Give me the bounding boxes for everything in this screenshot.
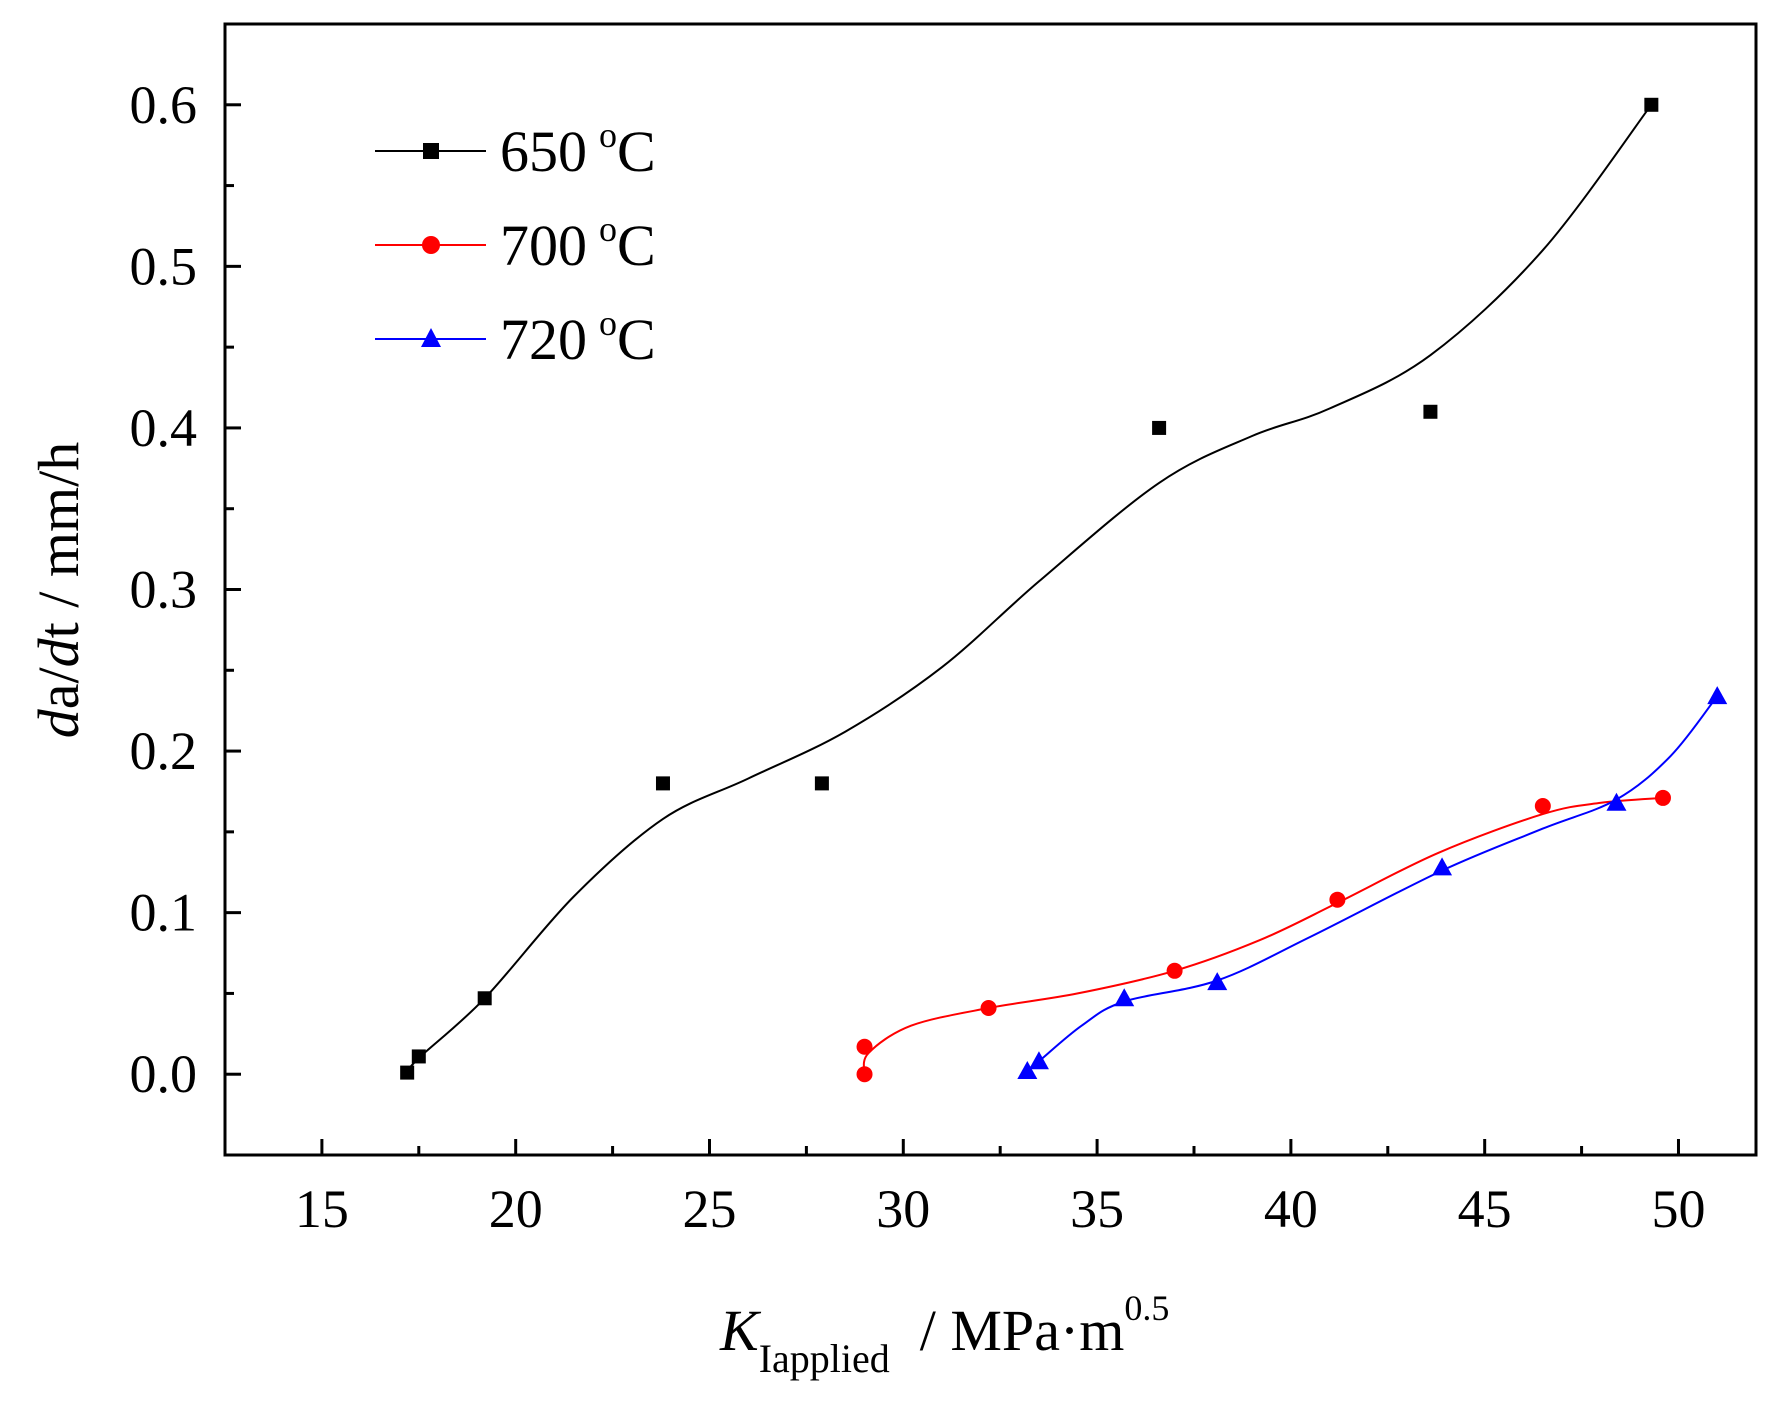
- x-tick-label: 15: [295, 1179, 349, 1239]
- y-tick-label: 0.4: [130, 398, 198, 458]
- data-point-circle: [856, 1038, 873, 1055]
- data-point-triangle: [1207, 972, 1228, 991]
- y-tick-label: 0.5: [130, 236, 198, 296]
- data-point-circle: [856, 1066, 873, 1083]
- x-axis-title: KIapplied / MPa·m0.5: [719, 1288, 1169, 1381]
- data-point-square: [814, 776, 829, 791]
- data-point-circle: [1166, 962, 1183, 979]
- series-line-720: [1026, 695, 1718, 1072]
- plot-frame: [223, 22, 1758, 1157]
- data-point-triangle: [1028, 1051, 1049, 1070]
- data-point-triangle: [1017, 1060, 1038, 1079]
- legend-item-650: 650 oC: [375, 115, 656, 184]
- data-point-circle: [1654, 789, 1671, 806]
- data-point-square: [1644, 97, 1659, 112]
- y-tick-label: 0.3: [130, 560, 198, 620]
- legend-marker-triangle: [421, 328, 441, 347]
- legend-item-720: 720 oC: [375, 303, 656, 372]
- y-tick-label: 0.0: [130, 1044, 198, 1104]
- series-line-700: [862, 796, 1664, 1075]
- y-tick-label: 0.6: [130, 75, 198, 135]
- y-tick-label: 0.2: [130, 721, 198, 781]
- data-point-triangle: [1114, 988, 1135, 1007]
- data-point-circle: [1329, 891, 1346, 908]
- series-700: [856, 789, 1671, 1083]
- data-point-square: [655, 776, 670, 791]
- x-tick-label: 25: [682, 1179, 736, 1239]
- x-tick-label: 50: [1651, 1179, 1705, 1239]
- legend-marker-circle: [422, 236, 440, 254]
- data-point-circle: [1534, 798, 1551, 815]
- y-tick-labels: 0.0 0.1 0.2 0.3 0.4 0.5 0.6: [130, 75, 198, 1104]
- legend-label-720: 720 oC: [500, 303, 656, 372]
- axis-ticks: [223, 22, 1680, 1157]
- legend-marker-square: [423, 143, 439, 159]
- y-axis-title: da/dt / mm/h: [26, 442, 91, 738]
- x-tick-labels: 15 20 25 30 35 40 45 50: [295, 1179, 1706, 1239]
- data-point-square: [477, 991, 492, 1006]
- x-tick-label: 35: [1070, 1179, 1124, 1239]
- series-line-650: [406, 104, 1653, 1074]
- data-point-triangle: [1606, 792, 1627, 811]
- series-720: [1017, 686, 1728, 1079]
- data-point-circle: [980, 999, 997, 1016]
- data-point-square: [400, 1065, 415, 1080]
- x-tick-label: 30: [876, 1179, 930, 1239]
- data-point-square: [411, 1049, 426, 1064]
- series-650: [400, 97, 1659, 1080]
- legend-item-700: 700 oC: [375, 209, 656, 278]
- legend: 650 oC 700 oC 720 oC: [375, 115, 656, 372]
- x-tick-label: 40: [1264, 1179, 1318, 1239]
- legend-label-700: 700 oC: [500, 209, 656, 278]
- x-tick-label: 20: [489, 1179, 543, 1239]
- y-tick-label: 0.1: [130, 883, 198, 943]
- data-point-square: [1423, 404, 1438, 419]
- x-tick-label: 45: [1458, 1179, 1512, 1239]
- data-point-triangle: [1707, 686, 1728, 705]
- data-point-triangle: [1432, 857, 1453, 876]
- data-point-square: [1152, 420, 1167, 435]
- legend-label-650: 650 oC: [500, 115, 656, 184]
- series-layer: [400, 97, 1728, 1083]
